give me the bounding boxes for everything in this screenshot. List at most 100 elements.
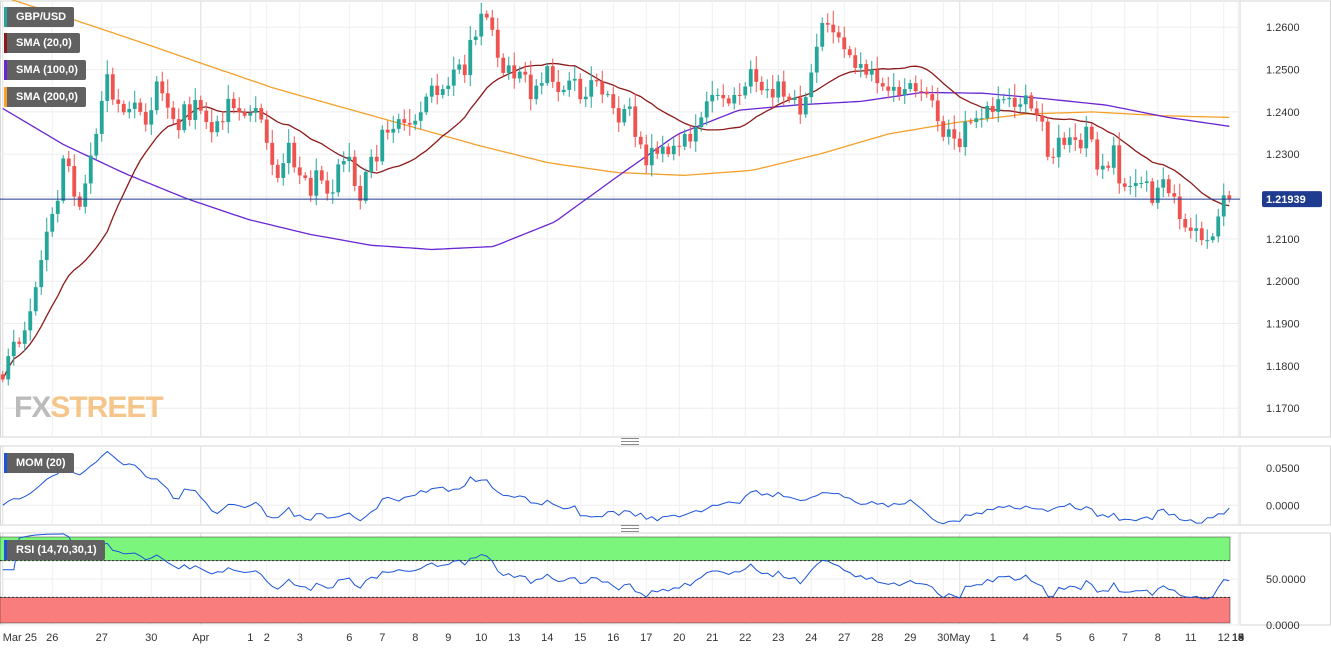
candle-body: [781, 81, 786, 97]
candle-body: [1056, 137, 1061, 158]
current-price-label: 1.21939: [1266, 194, 1306, 206]
candle-body: [193, 100, 198, 120]
candle-body: [6, 356, 11, 380]
candle-body: [732, 94, 737, 104]
candle-body: [704, 101, 709, 118]
candle-body: [490, 17, 495, 30]
candle-body: [1029, 95, 1034, 109]
candle-body: [468, 39, 473, 76]
legend-sma-20-label: SMA (20,0): [16, 37, 72, 49]
x-tick-label: 2: [264, 632, 270, 644]
candle-body: [116, 99, 121, 104]
candle-body: [446, 85, 451, 90]
candle-body: [627, 106, 632, 109]
candle-body: [83, 183, 88, 207]
y-tick-label: 1.2600: [1266, 22, 1300, 34]
candle-body: [803, 97, 808, 115]
candle-body: [275, 164, 280, 178]
x-tick-label: 4: [1023, 632, 1029, 644]
candle-body: [242, 111, 247, 116]
candle-body: [1188, 227, 1193, 231]
x-tick-label: 23: [772, 632, 784, 644]
candle-body: [919, 91, 924, 93]
candle-body: [429, 85, 434, 97]
candle-body: [11, 341, 16, 357]
candle-body: [847, 49, 852, 56]
candle-body: [1018, 104, 1023, 107]
candle-body: [435, 85, 440, 95]
candle-body: [924, 91, 929, 95]
candle-body: [380, 129, 385, 162]
candle-body: [55, 200, 60, 214]
candle-body: [677, 145, 682, 147]
x-tick-label: 9: [445, 632, 451, 644]
x-tick-label: 28: [871, 632, 883, 644]
x-tick-label: 27: [838, 632, 850, 644]
candle-body: [600, 81, 605, 95]
pane-resize-handle[interactable]: [621, 438, 639, 445]
candle-body: [72, 166, 77, 197]
candle-body: [1199, 228, 1204, 241]
legend-mom[interactable]: MOM (20): [4, 453, 74, 473]
candle-body: [853, 55, 858, 68]
x-tick-label: 19: [1232, 632, 1244, 644]
x-tick-label: Mar 25: [3, 632, 37, 644]
legend-sma-20[interactable]: SMA (20,0): [4, 33, 80, 53]
y-tick-label: 0.0000: [1266, 500, 1300, 512]
candle-body: [611, 94, 616, 109]
candle-body: [831, 24, 836, 33]
x-tick-label: 29: [904, 632, 916, 644]
candle-body: [875, 69, 880, 84]
candle-body: [154, 81, 159, 111]
pane-frame-1: [0, 0, 1331, 438]
candle-body: [110, 74, 115, 100]
y-tick-label: 1.2000: [1266, 276, 1300, 288]
candle-body: [462, 64, 467, 76]
candle-body: [413, 120, 418, 125]
candle-body: [1183, 219, 1188, 228]
x-tick-label: 16: [607, 632, 619, 644]
x-tick-label: 15: [574, 632, 586, 644]
legend-symbol[interactable]: GBP/USD: [4, 7, 75, 27]
candle-body: [638, 136, 643, 145]
candle-body: [1166, 179, 1171, 194]
rsi-line: [2, 533, 1230, 600]
candle-body: [1100, 165, 1105, 170]
candle-body: [374, 156, 379, 162]
candle-body: [1084, 126, 1089, 149]
candle-body: [1161, 179, 1166, 188]
candle-body: [908, 83, 913, 90]
candle-body: [891, 86, 896, 91]
candle-body: [248, 112, 253, 116]
candle-body: [17, 341, 22, 344]
candle-body: [820, 23, 825, 47]
x-tick-label: 7: [1122, 632, 1128, 644]
candle-body: [534, 85, 539, 100]
candle-body: [160, 81, 165, 94]
candle-body: [864, 64, 869, 75]
candle-body: [1001, 99, 1006, 101]
candle-body: [253, 108, 258, 113]
candle-body: [99, 100, 104, 134]
candle-body: [539, 83, 544, 86]
candle-body: [473, 36, 478, 40]
legend-sma-100[interactable]: SMA (100,0): [4, 60, 86, 80]
candle-body: [1122, 183, 1127, 187]
candle-body: [352, 156, 357, 186]
x-tick-label: 24: [805, 632, 817, 644]
watermark-logo: FXSTREET: [14, 391, 163, 424]
sma-20-line: [2, 62, 1230, 380]
legend-rsi[interactable]: RSI (14,70,30,1): [4, 540, 105, 560]
candle-body: [594, 80, 599, 82]
legend-sma-200[interactable]: SMA (200,0): [4, 87, 86, 107]
candle-body: [66, 158, 71, 167]
candle-body: [176, 119, 181, 131]
pane-frame-2: [0, 445, 1331, 526]
candle-body: [303, 175, 308, 178]
pane-resize-handle[interactable]: [621, 525, 639, 532]
y-tick-label: 1.2400: [1266, 107, 1300, 119]
symbol-swatch: [4, 7, 7, 27]
candle-body: [941, 121, 946, 137]
legend-sma-200-label: SMA (200,0): [16, 91, 78, 103]
